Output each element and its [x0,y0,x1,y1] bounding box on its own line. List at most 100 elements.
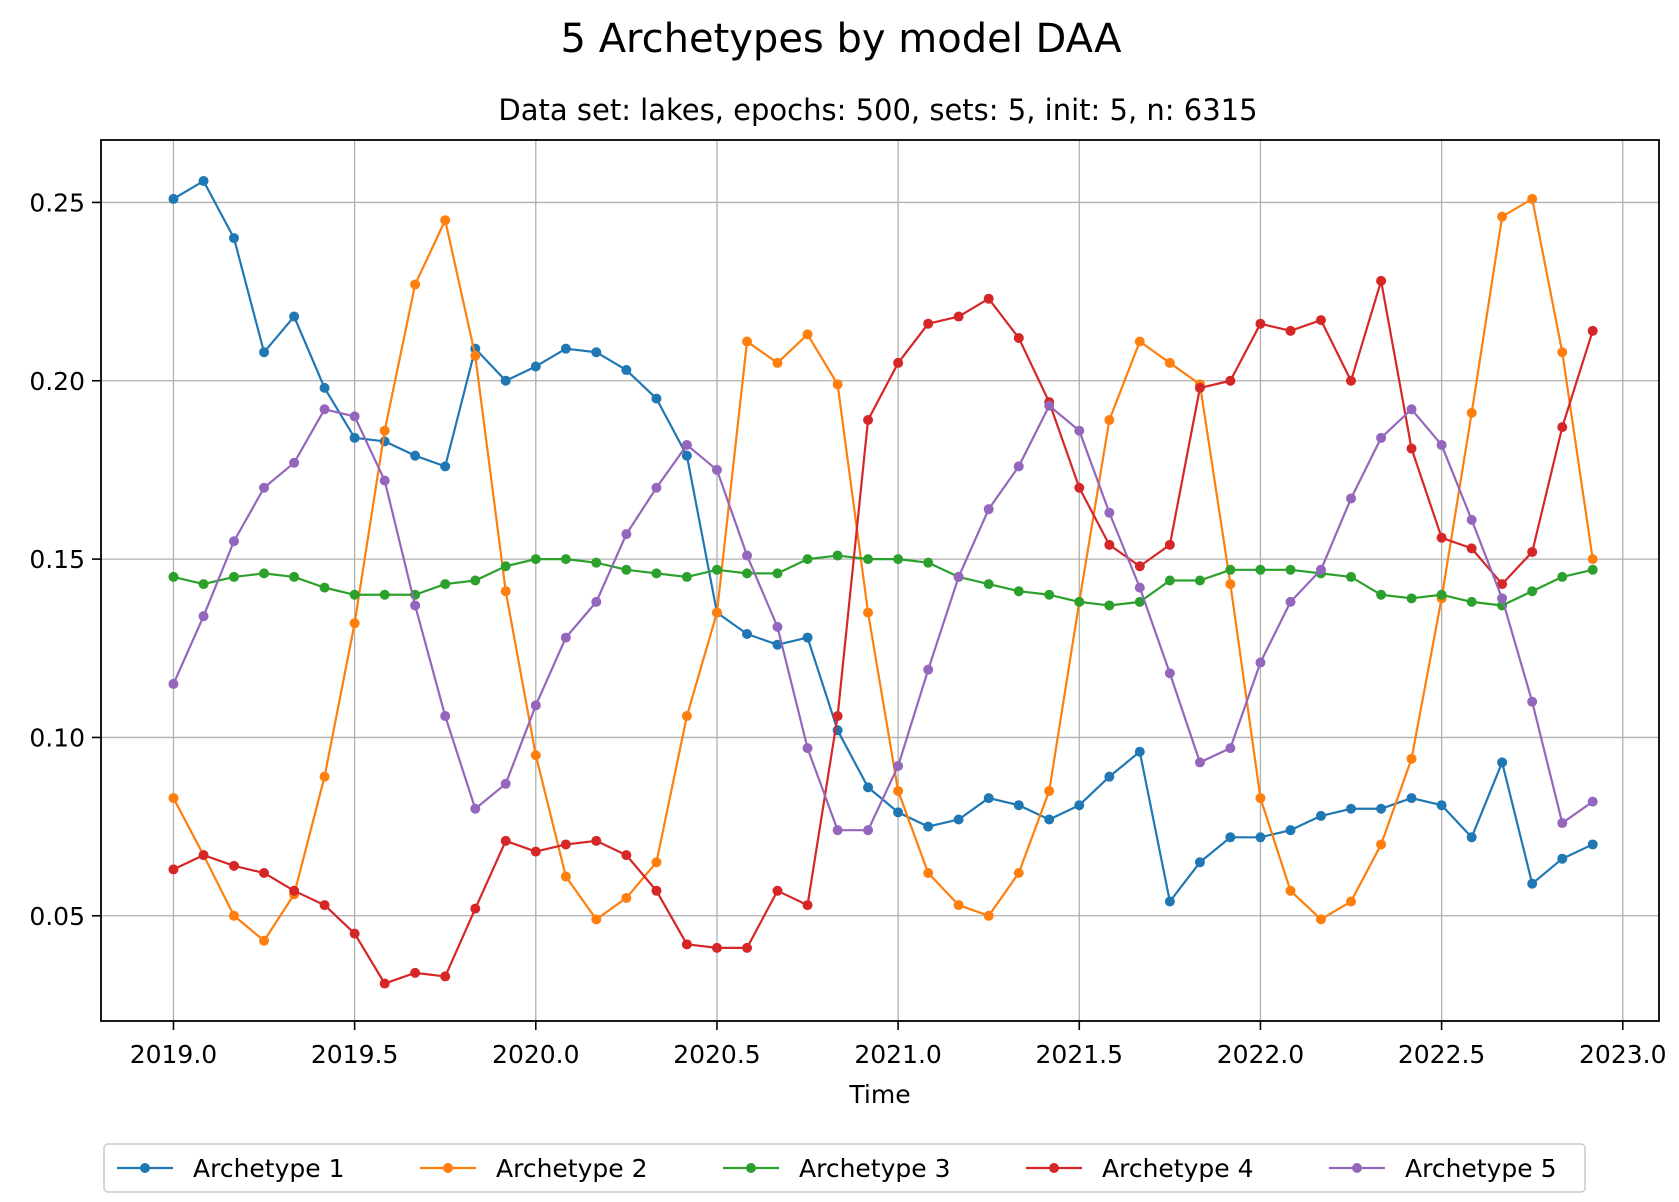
data-point [1255,793,1266,804]
data-point [621,892,632,903]
data-point [1255,657,1266,668]
data-point [440,971,451,982]
data-point [1074,425,1085,436]
legend-item: Archetype 3 [723,1154,951,1183]
data-point [1527,193,1538,204]
x-axis-label: Time [848,1080,910,1109]
series-line [172,279,1594,985]
axis-ticks: 2019.0 2019.5 2020.0 2020.5 2021.0 2021.5 2022… [29,188,1666,1069]
data-point [1255,564,1266,575]
legend-swatch-marker [1049,1163,1059,1173]
data-point [1013,461,1024,472]
data-point [1104,771,1115,782]
data-point [228,571,239,582]
data-point [1557,422,1568,433]
data-point [530,846,541,857]
data-point [1436,800,1447,811]
data-point [863,554,874,565]
data-point [1466,407,1477,418]
data-point [1013,800,1024,811]
data-point [259,347,270,358]
data-point [1134,746,1145,757]
data-point [500,586,511,597]
data-point [772,885,783,896]
data-point [742,336,753,347]
data-point [319,382,330,393]
data-point [259,482,270,493]
data-point [742,568,753,579]
data-point [1194,757,1205,768]
data-point [591,914,602,925]
data-point [863,607,874,618]
series-line [172,197,1594,942]
data-point [1044,814,1055,825]
data-point [1376,432,1387,443]
data-point [681,939,692,950]
data-point [410,600,421,611]
data-point [379,589,390,600]
data-point [440,215,451,226]
legend-label: Archetype 3 [799,1154,951,1183]
legend-item: Archetype 5 [1329,1154,1557,1183]
data-point [289,311,300,322]
data-point [1527,696,1538,707]
data-point [1104,414,1115,425]
data-point [681,711,692,722]
data-point [379,436,390,447]
series-2 [168,193,1598,946]
data-point [1406,443,1417,454]
x-tick-label: 2023.0 [1579,1040,1666,1069]
data-point [1013,867,1024,878]
data-point [863,414,874,425]
data-point [168,678,179,689]
data-point [983,504,994,515]
data-point [1044,785,1055,796]
data-point [621,564,632,575]
data-point [772,357,783,368]
data-point [198,176,209,187]
legend-swatch-marker [1352,1163,1362,1173]
data-point [1376,803,1387,814]
data-point [1104,600,1115,611]
data-point [1466,543,1477,554]
data-point [621,365,632,376]
data-point [440,711,451,722]
data-point [1225,743,1236,754]
data-point [1044,589,1055,600]
data-point [711,464,722,475]
data-point [1497,593,1508,604]
data-point [893,760,904,771]
data-point [1466,514,1477,525]
data-point [591,835,602,846]
legend: Archetype 1 Archetype 2 Archetype 3 Archety… [103,1143,1586,1193]
data-point [1557,853,1568,864]
data-point [1346,896,1357,907]
data-point [319,900,330,911]
legend-swatch-marker [746,1163,756,1173]
data-point [319,771,330,782]
data-point [1557,571,1568,582]
legend-label: Archetype 4 [1102,1154,1254,1183]
data-point [1285,596,1296,607]
data-point [621,529,632,540]
data-point [1225,564,1236,575]
legend-swatch-marker [443,1163,453,1173]
data-point [1104,539,1115,550]
data-point [832,550,843,561]
data-point [681,450,692,461]
data-point [742,942,753,953]
data-point [410,450,421,461]
data-point [832,379,843,390]
data-point [1285,564,1296,575]
data-point [802,554,813,565]
data-point [711,607,722,618]
data-point [651,482,662,493]
data-point [1164,668,1175,679]
data-point [1436,532,1447,543]
data-point [228,910,239,921]
data-point [500,778,511,789]
data-point [228,536,239,547]
data-point [1527,586,1538,597]
data-point [500,375,511,386]
data-point [1315,810,1326,821]
